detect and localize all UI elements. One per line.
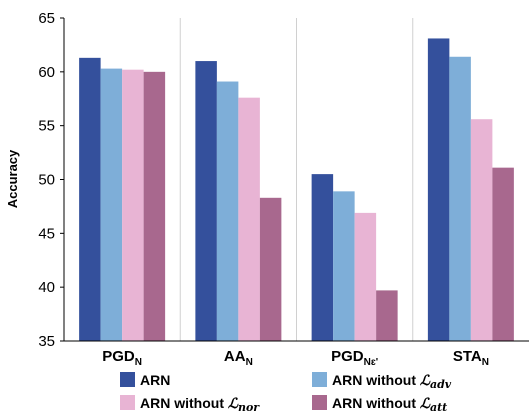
legend: ARN ARN without ℒadv ARN without ℒnor ARN w… (120, 372, 452, 414)
y-tick-label: 50 (38, 172, 55, 189)
y-tick-label: 40 (38, 279, 55, 296)
legend-label: ARN without ℒadv (332, 372, 452, 391)
y-axis-label: Accuracy (5, 149, 20, 208)
x-category-label: PGDNɛ' (331, 348, 378, 368)
bar (216, 81, 239, 342)
bar (143, 71, 166, 341)
bar (79, 57, 101, 341)
legend-label: ARN without ℒatt (332, 395, 447, 414)
bar (354, 212, 377, 341)
legend-item: ARN (120, 372, 170, 388)
y-tick-label: 35 (38, 333, 55, 350)
x-category-labels: PGDN AAN PGDNɛ' STAN (102, 348, 489, 368)
legend-swatch (312, 372, 327, 387)
bar (492, 167, 514, 341)
x-category-label: AAN (224, 348, 253, 368)
grid-lines (179, 18, 414, 341)
legend-swatch (120, 372, 135, 387)
bar (449, 56, 471, 341)
x-category-label: PGDN (102, 348, 142, 368)
bar (427, 38, 450, 341)
y-tick-label: 60 (38, 64, 55, 81)
bars (79, 38, 514, 342)
bar (100, 68, 123, 341)
legend-label: ARN (140, 372, 170, 388)
y-tick-label: 45 (38, 225, 55, 242)
bar (376, 290, 398, 341)
y-tick-labels: 35 40 45 50 55 60 65 (38, 10, 64, 350)
y-tick-label: 65 (38, 10, 55, 27)
legend-label: ARN without ℒnor (140, 395, 260, 414)
bar (311, 174, 334, 341)
x-category-label: STAN (453, 348, 489, 368)
legend-swatch (120, 395, 135, 410)
bar (122, 69, 144, 342)
bar (333, 191, 355, 341)
bar (195, 61, 217, 342)
bar (238, 97, 260, 341)
legend-item: ARN without ℒatt (312, 395, 447, 414)
y-tick-label: 55 (38, 118, 55, 135)
legend-item: ARN without ℒadv (312, 372, 452, 391)
bar (259, 197, 282, 341)
bar (470, 119, 493, 341)
legend-swatch (312, 395, 327, 410)
legend-item: ARN without ℒnor (120, 395, 260, 414)
